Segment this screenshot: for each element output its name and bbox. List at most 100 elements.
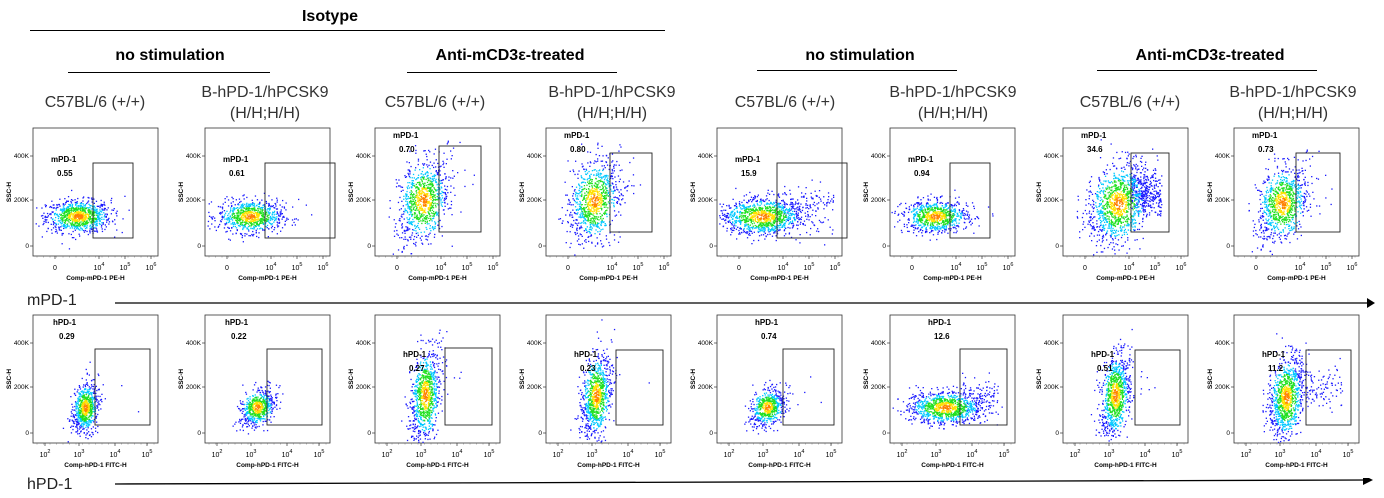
x-axis-label: Comp-mPD-1 PE-H <box>66 275 125 282</box>
flow-plot-svg: 0 200K 400K SSC-H 102 103 104 105 Comp-hPD-1 FIT… <box>863 314 1016 469</box>
event-dots <box>744 376 822 435</box>
plot-frame <box>889 314 1016 444</box>
flow-plot-hpd-1-5: 0 200K 400K SSC-H 102 103 104 105 Comp-hPD-1 FIT… <box>689 314 854 483</box>
gate-percent-label: 15.9 <box>741 169 757 178</box>
x-tick-label: 104 <box>110 449 121 459</box>
gate-rectangle <box>782 348 835 426</box>
y-tick-label: 0 <box>25 243 29 250</box>
y-tick-label: 400K <box>527 153 543 160</box>
gate-rectangle <box>949 162 991 239</box>
y-axis-label: SSC-H <box>1207 182 1214 203</box>
flow-plot-mpd-1-8: 0 200K 400K SSC-H 0 104 105 106 Comp-mPD-1 PE-H m… <box>1206 127 1371 296</box>
gate-name-label: hPD-1 <box>755 318 779 327</box>
flow-plot-mpd-1-1: 0 200K 400K SSC-H 0 104 105 106 Comp-mPD-1 PE-H m… <box>5 127 170 296</box>
y-tick-label: 0 <box>197 243 201 250</box>
gate-rectangle <box>264 162 336 239</box>
event-dots <box>570 319 650 443</box>
y-tick-label: 200K <box>871 197 887 204</box>
event-dots <box>1262 333 1344 444</box>
y-tick-label: 400K <box>1044 340 1060 347</box>
plot-frame <box>1062 127 1189 257</box>
gate-rectangle <box>776 162 848 239</box>
gate-percent-label: 0.74 <box>761 332 777 341</box>
x-tick-label: 106 <box>830 262 841 272</box>
group-underline-1 <box>68 72 270 73</box>
x-tick-label: 102 <box>553 449 564 459</box>
gate-name-label: hPD-1 <box>225 318 249 327</box>
gate-percent-label: 0.55 <box>57 169 73 178</box>
gate-percent-label: 0.51 <box>1097 364 1113 373</box>
x-axis-label: Comp-hPD-1 FITC-H <box>577 462 640 469</box>
flow-plot-svg: 0 200K 400K SSC-H 0 104 105 106 Comp-mPD-1 PE-H m… <box>178 127 336 282</box>
x-axis-label: Comp-hPD-1 FITC-H <box>64 462 127 469</box>
x-tick-label: 106 <box>1003 262 1014 272</box>
gate-name-label: mPD-1 <box>1252 131 1278 140</box>
gate-name-label: hPD-1 <box>574 350 598 359</box>
gate-rectangle <box>444 347 493 426</box>
flow-plot-svg: 0 200K 400K SSC-H 0 104 105 106 Comp-mPD-1 PE-H m… <box>863 127 1016 282</box>
x-tick-label: 105 <box>292 262 303 272</box>
gate-percent-label: 0.29 <box>59 332 75 341</box>
flow-plot-svg: 0 200K 400K SSC-H 102 103 104 105 Comp-hPD-1 FIT… <box>178 314 331 469</box>
y-tick-label: 0 <box>709 243 713 250</box>
x-tick-label: 104 <box>266 262 277 272</box>
x-tick-label: 105 <box>804 262 815 272</box>
y-axis-label: SSC-H <box>519 182 526 203</box>
x-axis-label: Comp-hPD-1 FITC-H <box>236 462 299 469</box>
plot-frame <box>716 127 843 257</box>
x-tick-label: 105 <box>1343 449 1354 459</box>
gate-percent-label: 11.2 <box>1268 364 1284 373</box>
gate-rectangle <box>438 145 482 233</box>
event-dots <box>1090 328 1156 442</box>
flow-plot-hpd-1-7: 0 200K 400K SSC-H 102 103 104 105 Comp-hPD-1 FIT… <box>1035 314 1200 483</box>
gate-percent-label: 0.61 <box>229 169 245 178</box>
x-axis-label: Comp-mPD-1 PE-H <box>923 275 982 282</box>
event-dots <box>401 329 462 443</box>
y-tick-label: 0 <box>1226 243 1230 250</box>
flow-plot-svg: 0 200K 400K SSC-H 102 103 104 105 Comp-hPD-1 FIT… <box>1207 314 1360 469</box>
y-tick-label: 0 <box>25 430 29 437</box>
y-axis-label: SSC-H <box>1207 369 1214 390</box>
y-tick-label: 400K <box>356 340 372 347</box>
x-tick-label: 0 <box>737 265 741 272</box>
x-tick-label: 0 <box>566 265 570 272</box>
y-tick-label: 200K <box>698 384 714 391</box>
y-axis-label: SSC-H <box>178 369 185 390</box>
x-tick-label: 0 <box>910 265 914 272</box>
column-label-6: B-hPD-1/hPCSK9 (H/H;H/H) <box>889 84 1017 122</box>
y-tick-label: 200K <box>186 384 202 391</box>
plot-frame <box>374 127 501 257</box>
y-tick-label: 200K <box>527 197 543 204</box>
group-title-1: no stimulation <box>115 47 225 64</box>
hpd1-axis-arrow <box>115 478 1373 485</box>
x-tick-label: 102 <box>1070 449 1081 459</box>
row-label-mpd1: mPD-1 <box>27 292 77 309</box>
y-axis-label: SSC-H <box>863 182 870 203</box>
x-tick-label: 105 <box>977 262 988 272</box>
y-tick-label: 400K <box>698 340 714 347</box>
y-tick-label: 400K <box>1215 340 1231 347</box>
gate-percent-label: 0.27 <box>409 364 425 373</box>
x-tick-label: 106 <box>488 262 499 272</box>
plot-frame <box>32 127 159 257</box>
event-dots <box>35 189 130 250</box>
plot-frame <box>204 127 331 257</box>
x-tick-label: 105 <box>484 449 495 459</box>
y-tick-label: 400K <box>14 340 30 347</box>
flow-plot-mpd-1-4: 0 200K 400K SSC-H 0 104 105 106 Comp-mPD-1 PE-H m… <box>518 127 683 296</box>
flow-plot-hpd-1-3: 0 200K 400K SSC-H 102 103 104 105 Comp-hPD-1 FIT… <box>347 314 512 483</box>
flow-plot-svg: 0 200K 400K SSC-H 0 104 105 106 Comp-mPD-1 PE-H m… <box>690 127 848 282</box>
event-dots <box>207 192 313 243</box>
y-axis-label: SSC-H <box>178 182 185 203</box>
y-tick-label: 200K <box>356 384 372 391</box>
mpd1-axis-arrow <box>115 298 1375 308</box>
x-tick-label: 0 <box>395 265 399 272</box>
x-tick-label: 104 <box>282 449 293 459</box>
y-axis-label: SSC-H <box>6 182 13 203</box>
gate-name-label: hPD-1 <box>53 318 77 327</box>
flow-plot-svg: 0 200K 400K SSC-H 102 103 104 105 Comp-hPD-1 FIT… <box>519 314 672 469</box>
flow-plot-svg: 0 200K 400K SSC-H 102 103 104 105 Comp-hPD-1 FIT… <box>1036 314 1189 469</box>
y-tick-label: 200K <box>356 197 372 204</box>
x-tick-label: 104 <box>1311 449 1322 459</box>
flow-plot-hpd-1-6: 0 200K 400K SSC-H 102 103 104 105 Comp-hPD-1 FIT… <box>862 314 1027 483</box>
